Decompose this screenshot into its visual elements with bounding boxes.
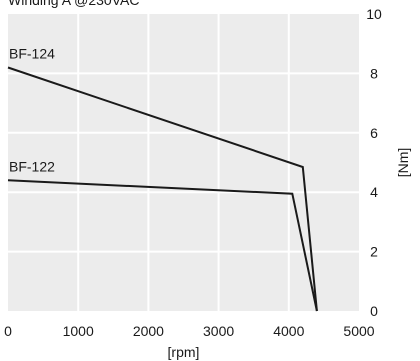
x-tick-label: 0 [4,323,12,339]
series-line-bf-122 [7,179,318,312]
series-lines [7,66,318,312]
chart-title: Winding A @230VAC [8,0,139,8]
series-line-bf-124 [7,66,318,312]
series-label-bf-124: BF-124 [9,45,55,61]
y-tick-label: 10 [366,6,382,22]
y-tick-label: 6 [370,125,378,141]
x-tick-label: 4000 [273,323,304,339]
y-axis-ticks: 0 2 4 6 8 10 [366,6,382,319]
y-tick-label: 4 [370,184,378,200]
x-tick-label: 2000 [133,323,164,339]
y-axis-label: [Nm] [395,148,411,178]
x-tick-label: 1000 [63,323,94,339]
y-tick-label: 2 [370,244,378,260]
x-axis-label: [rpm] [168,344,200,360]
x-tick-label: 5000 [343,323,374,339]
grid [8,14,359,311]
x-tick-label: 3000 [203,323,234,339]
y-tick-label: 0 [370,303,378,319]
y-tick-label: 8 [370,65,378,81]
plot-background [8,14,359,311]
series-labels: BF-124 BF-122 [9,45,55,174]
series-label-bf-122: BF-122 [9,158,55,174]
x-axis-ticks: 0 1000 2000 3000 4000 5000 [4,323,375,339]
